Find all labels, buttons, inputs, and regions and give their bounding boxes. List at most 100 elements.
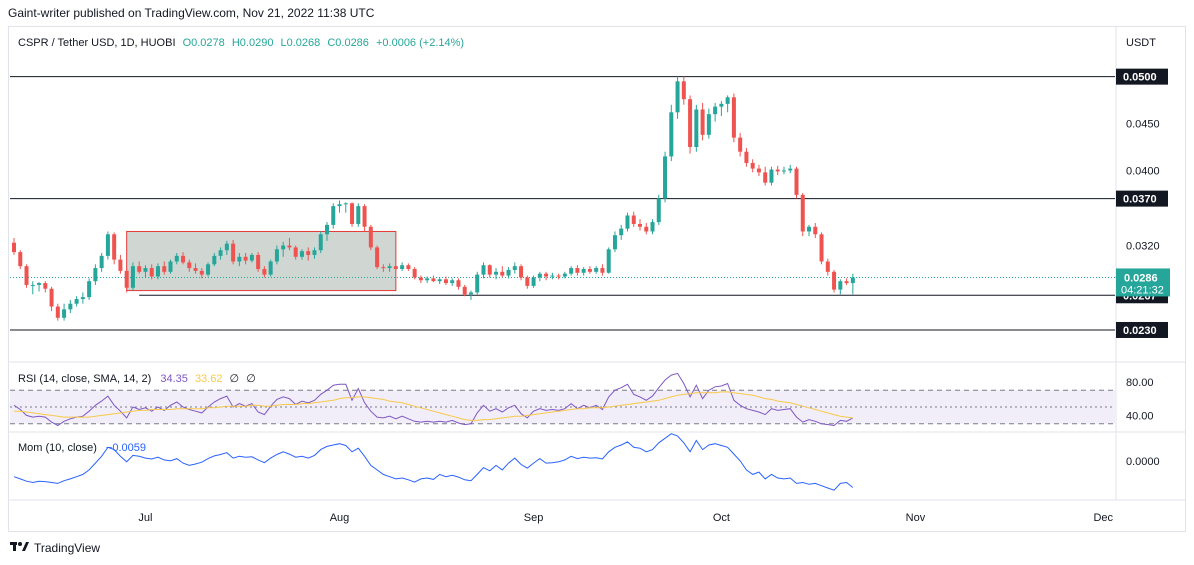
candle-body[interactable] <box>706 114 711 135</box>
candle-body[interactable] <box>256 254 261 269</box>
candle-body[interactable] <box>694 109 699 148</box>
candle-body[interactable] <box>600 268 605 273</box>
footer-brand[interactable]: TradingView <box>10 540 100 555</box>
candle-body[interactable] <box>281 245 286 250</box>
candle-body[interactable] <box>731 97 736 138</box>
candle-body[interactable] <box>293 247 298 257</box>
candle-body[interactable] <box>506 269 511 276</box>
candle-body[interactable] <box>368 226 373 248</box>
candle-body[interactable] <box>800 194 805 232</box>
candle-body[interactable] <box>487 265 492 275</box>
candle-body[interactable] <box>650 222 655 232</box>
candle-body[interactable] <box>562 273 567 277</box>
candle-body[interactable] <box>400 265 405 269</box>
candle-body[interactable] <box>412 268 417 278</box>
candle-body[interactable] <box>387 266 392 269</box>
candle-body[interactable] <box>137 266 142 272</box>
candle-body[interactable] <box>481 265 486 275</box>
candle-body[interactable] <box>174 255 179 262</box>
candle-body[interactable] <box>187 262 192 269</box>
candle-body[interactable] <box>68 303 73 310</box>
candle-body[interactable] <box>287 245 292 248</box>
candle-body[interactable] <box>738 137 743 152</box>
candle-body[interactable] <box>105 234 110 256</box>
candle-body[interactable] <box>788 168 793 171</box>
candle-body[interactable] <box>713 106 718 115</box>
candle-body[interactable] <box>688 99 693 148</box>
candle-body[interactable] <box>663 156 668 199</box>
candle-body[interactable] <box>249 254 254 261</box>
candle-body[interactable] <box>844 281 849 284</box>
candle-body[interactable] <box>494 271 499 275</box>
candle-body[interactable] <box>337 204 342 207</box>
candle-body[interactable] <box>312 250 317 255</box>
candle-body[interactable] <box>206 264 211 275</box>
candle-body[interactable] <box>581 268 586 273</box>
candle-body[interactable] <box>130 266 135 288</box>
candle-body[interactable] <box>531 277 536 286</box>
candle-body[interactable] <box>243 256 248 261</box>
rsi-sma-line[interactable] <box>14 391 853 421</box>
candle-body[interactable] <box>744 151 749 163</box>
candle-body[interactable] <box>544 273 549 277</box>
candle-body[interactable] <box>425 278 430 281</box>
candle-body[interactable] <box>813 226 818 235</box>
candle-body[interactable] <box>569 268 574 274</box>
candle-body[interactable] <box>525 277 530 286</box>
candle-body[interactable] <box>55 306 60 318</box>
candle-body[interactable] <box>118 259 123 271</box>
candle-body[interactable] <box>807 226 812 232</box>
candle-body[interactable] <box>168 261 173 272</box>
candle-body[interactable] <box>193 268 198 271</box>
candle-body[interactable] <box>675 81 680 113</box>
candle-body[interactable] <box>512 266 517 270</box>
candle-body[interactable] <box>669 112 674 157</box>
candle-body[interactable] <box>74 299 79 304</box>
candle-body[interactable] <box>268 261 273 275</box>
candle-body[interactable] <box>155 266 160 277</box>
candle-body[interactable] <box>318 234 323 251</box>
candle-body[interactable] <box>587 268 592 272</box>
candle-body[interactable] <box>443 279 448 284</box>
candle-body[interactable] <box>262 268 267 275</box>
candle-body[interactable] <box>519 266 524 278</box>
candle-body[interactable] <box>350 203 355 224</box>
candle-body[interactable] <box>343 203 348 205</box>
candle-body[interactable] <box>43 283 48 289</box>
candle-body[interactable] <box>24 266 29 285</box>
candle-body[interactable] <box>763 172 768 183</box>
candle-body[interactable] <box>819 234 824 262</box>
candle-body[interactable] <box>49 288 54 307</box>
candle-body[interactable] <box>274 249 279 262</box>
candle-body[interactable] <box>625 215 630 229</box>
candle-body[interactable] <box>224 243 229 251</box>
candle-body[interactable] <box>331 206 336 225</box>
candle-body[interactable] <box>537 273 542 278</box>
candle-body[interactable] <box>418 277 423 281</box>
candle-body[interactable] <box>356 206 361 224</box>
candle-body[interactable] <box>832 271 837 290</box>
candle-body[interactable] <box>37 283 42 285</box>
candle-body[interactable] <box>550 275 555 277</box>
candle-body[interactable] <box>638 223 642 227</box>
candle-body[interactable] <box>431 278 436 282</box>
candle-body[interactable] <box>181 255 186 263</box>
candle-body[interactable] <box>700 109 705 135</box>
candle-body[interactable] <box>381 267 386 269</box>
candle-body[interactable] <box>218 250 223 256</box>
candle-body[interactable] <box>299 251 304 257</box>
candle-body[interactable] <box>450 280 455 284</box>
candle-body[interactable] <box>325 224 329 235</box>
candle-body[interactable] <box>644 226 649 232</box>
candle-body[interactable] <box>124 270 129 288</box>
candle-body[interactable] <box>556 275 561 277</box>
candle-body[interactable] <box>199 270 204 275</box>
candle-body[interactable] <box>825 261 830 272</box>
candle-body[interactable] <box>18 252 23 267</box>
momentum-line[interactable] <box>13 433 854 491</box>
candle-body[interactable] <box>30 284 35 286</box>
candle-body[interactable] <box>87 281 92 298</box>
candle-body[interactable] <box>231 243 236 262</box>
candle-body[interactable] <box>162 266 167 272</box>
